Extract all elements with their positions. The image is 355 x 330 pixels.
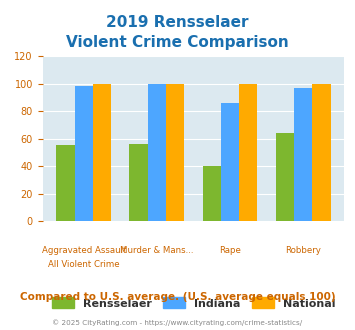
Bar — [75, 86, 93, 221]
Text: Compared to U.S. average. (U.S. average equals 100): Compared to U.S. average. (U.S. average … — [20, 292, 335, 302]
Text: All Violent Crime: All Violent Crime — [48, 260, 120, 269]
Text: Robbery: Robbery — [285, 246, 321, 255]
Text: 2019 Rensselaer: 2019 Rensselaer — [106, 15, 249, 30]
Bar — [148, 83, 166, 221]
Bar — [294, 88, 312, 221]
Bar — [203, 166, 221, 221]
Bar — [221, 103, 239, 221]
Legend: Rensselaer, Indiana, National: Rensselaer, Indiana, National — [47, 293, 340, 313]
Text: © 2025 CityRating.com - https://www.cityrating.com/crime-statistics/: © 2025 CityRating.com - https://www.city… — [53, 319, 302, 326]
Bar — [312, 83, 331, 221]
Bar — [56, 146, 75, 221]
Text: Violent Crime Comparison: Violent Crime Comparison — [66, 35, 289, 50]
Bar — [276, 133, 294, 221]
Text: Aggravated Assault: Aggravated Assault — [42, 246, 126, 255]
Bar — [93, 83, 111, 221]
Text: Murder & Mans...: Murder & Mans... — [120, 246, 193, 255]
Bar — [166, 83, 184, 221]
Text: Rape: Rape — [219, 246, 241, 255]
Bar — [130, 144, 148, 221]
Bar — [239, 83, 257, 221]
